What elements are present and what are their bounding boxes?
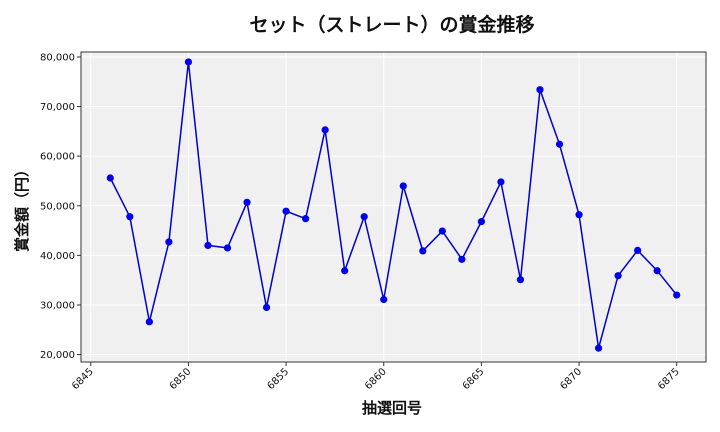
data-point: [634, 246, 642, 254]
x-tick-label: 6850: [168, 366, 194, 392]
grid-lines: [81, 52, 706, 362]
x-tick-label: 6875: [656, 366, 682, 392]
data-point: [673, 291, 681, 299]
y-tick-label: 70,000: [40, 102, 75, 113]
chart-title: セット（ストレート）の賞金推移: [249, 13, 534, 36]
y-tick-label: 80,000: [40, 52, 75, 63]
data-point: [555, 140, 564, 148]
y-tick-label: 50,000: [40, 201, 75, 212]
x-tick-label: 6865: [461, 366, 487, 392]
data-point: [380, 295, 388, 304]
data-point: [223, 244, 232, 252]
y-tick-label: 20,000: [40, 350, 75, 361]
data-point: [653, 267, 661, 275]
data-point: [497, 178, 505, 186]
y-tick-label: 40,000: [40, 251, 75, 262]
data-point: [302, 215, 310, 223]
data-point: [516, 276, 525, 284]
axes: [80, 51, 707, 363]
plot-frame: [80, 51, 707, 363]
x-axis-label: 抽選回号: [362, 399, 422, 417]
x-tick-label: 6870: [558, 366, 584, 392]
data-point: [243, 198, 251, 206]
data-point: [438, 227, 446, 235]
y-axis-label: 賞金額（円）: [13, 162, 31, 252]
data-point: [477, 218, 485, 226]
plot-area: [81, 52, 706, 362]
data-point: [536, 86, 544, 94]
y-tick-label: 60,000: [40, 152, 75, 163]
x-axis-ticks: 6845 6850 6855 6860 6865 6870 6875: [70, 362, 682, 392]
data-point: [341, 267, 349, 275]
data-point: [458, 255, 466, 263]
y-axis-ticks: 20,000 30,000 40,000 50,000 60,000 70,000 80,0…: [40, 52, 81, 361]
data-point: [360, 213, 368, 221]
x-tick-label: 6855: [265, 366, 291, 392]
data-point: [575, 211, 583, 219]
x-tick-label: 6845: [70, 366, 96, 392]
data-point: [419, 247, 427, 255]
data-point: [126, 213, 134, 221]
series-line: [109, 61, 678, 349]
y-tick-label: 30,000: [40, 300, 75, 311]
series-group: [106, 58, 681, 352]
data-point: [594, 344, 603, 352]
data-point: [262, 303, 271, 312]
data-point: [321, 126, 329, 134]
data-point: [399, 182, 407, 190]
data-point: [184, 58, 193, 66]
data-point: [614, 272, 622, 280]
data-point: [106, 174, 114, 182]
x-tick-label: 6860: [363, 366, 389, 392]
data-point: [165, 238, 173, 246]
data-point: [145, 318, 153, 326]
data-point: [282, 207, 290, 215]
data-point: [204, 241, 212, 250]
